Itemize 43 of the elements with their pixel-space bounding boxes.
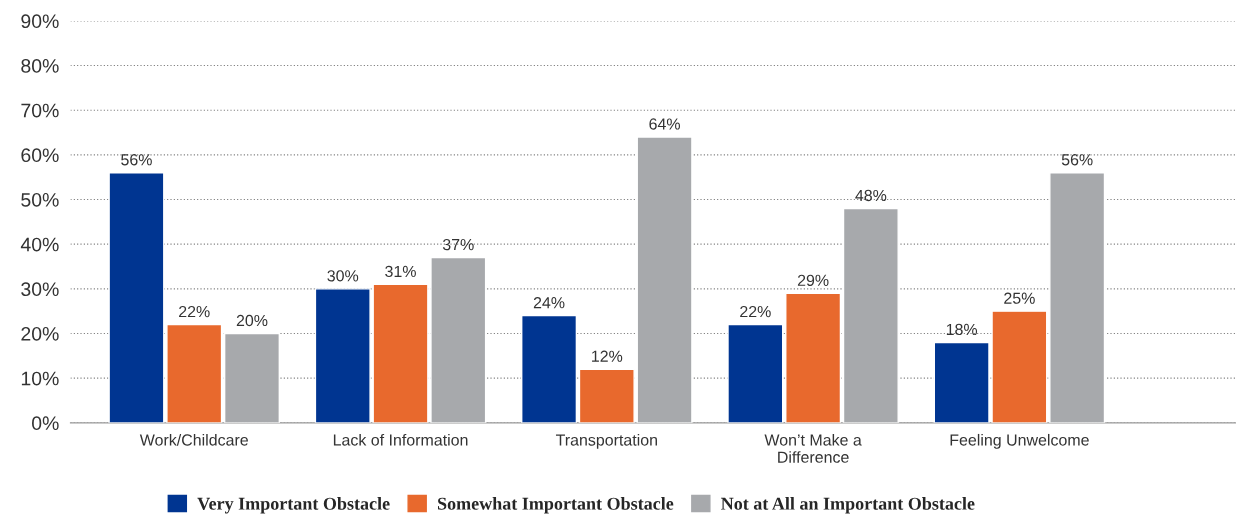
y-tick-label: 80% [21,59,59,73]
data-label: 24% [533,297,565,309]
bar [727,323,784,423]
x-tick-label: Feeling Unwelcome [950,433,1089,449]
bar [166,323,223,423]
data-label: 56% [1061,154,1093,166]
data-label: 29% [797,274,829,286]
legend-label: Very Important Obstacle [197,497,390,514]
data-label: 25% [1004,292,1035,304]
y-tick-label: 90% [21,14,59,29]
bar [636,136,693,423]
x-tick-label: Transportation [555,433,657,449]
data-label: 37% [442,238,474,251]
bar [521,314,578,423]
y-tick-label: 50% [21,192,59,207]
data-label: 56% [121,154,152,166]
y-tick-label: 40% [20,237,59,252]
data-label: 22% [179,305,210,318]
bar [108,172,165,423]
bar [223,332,281,423]
y-tick-label: 10% [21,371,59,386]
data-label: 12% [592,350,623,362]
data-label: 20% [236,314,268,327]
bar [842,207,899,423]
bar [1049,172,1106,423]
y-tick-label: 0% [32,416,59,431]
legend-label: Somewhat Important Obstacle [438,497,674,514]
y-tick-label: 60% [21,148,59,163]
data-label: 48% [855,189,887,202]
x-tick-label: Lack of Information [333,433,468,446]
x-tick-label: Work/Childcare [139,433,248,446]
y-tick-label: 20% [21,326,59,341]
data-label: 18% [946,323,978,336]
bar [785,292,842,423]
data-label: 31% [385,265,416,278]
y-tick-label: 30% [21,282,59,297]
data-label: 22% [740,305,771,318]
y-tick-label: 70% [21,103,59,118]
x-tick-label: Won’t Make a Difference [764,433,862,463]
data-label: 30% [327,270,359,282]
data-label: 64% [649,118,680,130]
bar [578,368,635,423]
legend-label: Not at All an Important Obstacle [721,497,975,514]
